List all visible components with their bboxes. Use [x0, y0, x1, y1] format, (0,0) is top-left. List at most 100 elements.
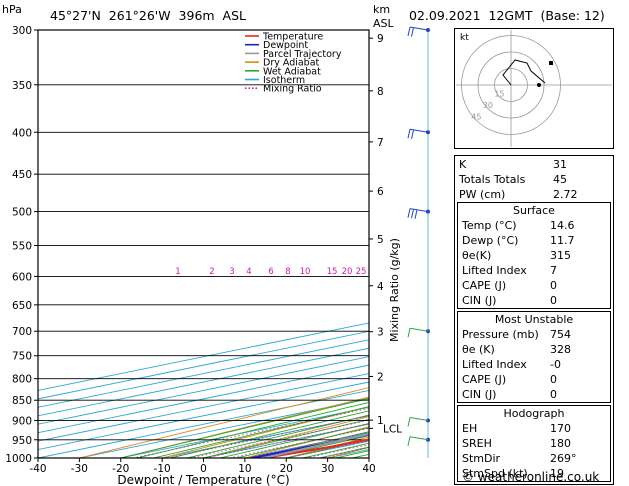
wind-barb-flag: [407, 417, 411, 427]
wind-barb-flag: [407, 436, 411, 446]
wind-barb-shaft: [409, 417, 429, 422]
pressure-tick-label: 950: [12, 435, 32, 447]
pressure-tick-label: 900: [12, 416, 32, 428]
hodograph-unit-label: kt: [460, 33, 469, 43]
wind-barb-shaft: [409, 436, 429, 441]
x-axis-label: Dewpoint / Temperature (°C): [117, 473, 289, 486]
surface-label: Temp (°C): [462, 219, 517, 232]
wet-adiabat-line: [319, 446, 369, 458]
hodograph-param-row: SREH 180: [458, 436, 610, 451]
dry-adiabat-line: [203, 416, 369, 458]
temperature-tick-label: 10: [238, 463, 251, 475]
altitude-tick-label: 1: [377, 415, 384, 427]
altitude-tick-label: 2: [377, 371, 384, 383]
wind-barb-flag: [411, 129, 414, 139]
hodograph-section: Hodograph EH 170 SREH 180 StmDir 269° StmSpd (…: [457, 405, 611, 482]
hodograph-storm-motion: [537, 83, 541, 87]
surface-value: 315: [550, 249, 571, 262]
surface-row: Lifted Index 7: [458, 263, 610, 278]
hodograph-ring-label: 30: [483, 101, 493, 110]
pressure-tick-label: 850: [12, 395, 32, 407]
wet-adiabat-line: [137, 401, 369, 458]
isotherm-line: [38, 373, 369, 442]
dry-adiabat-line: [120, 396, 369, 458]
pressure-tick-label: 500: [12, 207, 32, 219]
mixing-ratio-label: 6: [268, 267, 273, 277]
wind-barb-flag: [407, 208, 411, 218]
legend-entry: Dry Adiabat: [263, 58, 320, 69]
most-unstable-label: Lifted Index: [462, 358, 527, 371]
hodograph-param-row: EH 170: [458, 421, 610, 436]
most-unstable-value: 328: [550, 343, 571, 356]
legend-entry: Temperature: [262, 32, 323, 43]
legend-entry: Isotherm: [263, 75, 305, 86]
isotherm-line: [38, 364, 369, 434]
surface-title: Surface: [513, 204, 555, 217]
wet-adiabat-line: [203, 418, 369, 458]
legend-entry: Wet Adiabat: [263, 66, 321, 77]
hodograph-end-marker: [549, 61, 553, 65]
index-label: Totals Totals: [459, 173, 526, 186]
wind-barb-shaft: [409, 327, 429, 332]
mixing-ratio-line: [167, 415, 369, 458]
wet-adiabat-line: [120, 397, 369, 458]
isotherm-line: [38, 339, 369, 408]
most-unstable-value: 0: [550, 388, 557, 401]
index-row: K 31: [455, 157, 613, 172]
temperature-tick-label: 0: [200, 463, 207, 475]
surface-row: Temp (°C) 14.6: [458, 218, 610, 233]
hodograph-frame: [454, 28, 614, 149]
isotherm-line: [38, 356, 369, 425]
wind-barb-shaft: [409, 128, 429, 133]
temperature-tick-label: -10: [154, 463, 171, 475]
altitude-tick-label: 6: [377, 186, 384, 198]
surface-label: Dewp (°C): [462, 234, 519, 247]
isotherm-line: [38, 347, 369, 417]
hodograph-param-value: 180: [550, 437, 571, 450]
most-unstable-label: CAPE (J): [462, 373, 507, 386]
mixing-ratio-axis-label: Mixing Ratio (g/kg): [388, 238, 401, 342]
legend-entry: Mixing Ratio: [263, 84, 322, 95]
indices-table: K 31 Totals Totals 45 PW (cm) 2.72 Surface Te…: [454, 155, 614, 485]
mixing-ratio-label: 15: [327, 267, 338, 277]
surface-label: CIN (J): [462, 294, 497, 307]
pressure-tick-label: 700: [12, 326, 32, 338]
mixing-ratio-label: 20: [342, 267, 353, 277]
temperature-tick-label: -40: [29, 463, 46, 475]
altitude-tick-label: 5: [377, 234, 384, 246]
surface-row: θe(K) 315: [458, 248, 610, 263]
isotherm-line: [38, 330, 369, 400]
most-unstable-row: CIN (J) 0: [458, 387, 610, 402]
wet-adiabat-line: [219, 423, 369, 458]
mixing-ratio-label: 8: [285, 267, 290, 277]
most-unstable-label: Pressure (mb): [462, 328, 539, 341]
mixing-ratio-label: 3: [229, 267, 234, 277]
hodograph-param-row: StmSpd (kt) 19: [458, 466, 610, 481]
wet-adiabat-line: [170, 410, 369, 458]
skewt-chart: 1 2 3 4 6 8 10 15 20 2530035040045050055060065070…: [5, 25, 430, 486]
hodograph-param-label: EH: [462, 422, 478, 435]
wind-barbs: [407, 26, 430, 458]
hodograph-table-title: Hodograph: [503, 407, 565, 420]
isotherm-line: [38, 322, 369, 391]
wind-barb-shaft: [409, 26, 429, 31]
most-unstable-row: Pressure (mb) 754: [458, 327, 610, 342]
index-label: PW (cm): [459, 188, 506, 201]
pressure-tick-label: 550: [12, 240, 32, 252]
hodograph-trace: [502, 59, 546, 86]
index-value: 31: [553, 158, 567, 171]
surface-label: CAPE (J): [462, 279, 507, 292]
pressure-tick-label: 800: [12, 374, 32, 386]
index-row: PW (cm) 2.72: [455, 187, 613, 202]
mixing-ratio-line: [205, 423, 369, 458]
wind-barb-flag: [411, 209, 414, 219]
hodograph-ring-label: 15: [494, 90, 504, 99]
pressure-tick-label: 350: [12, 80, 32, 92]
surface-row: CIN (J) 0: [458, 293, 610, 308]
altitude-tick-label: 9: [377, 33, 384, 45]
wind-barb-flag: [414, 209, 418, 219]
most-unstable-label: CIN (J): [462, 388, 497, 401]
pressure-tick-label: 750: [12, 351, 32, 363]
